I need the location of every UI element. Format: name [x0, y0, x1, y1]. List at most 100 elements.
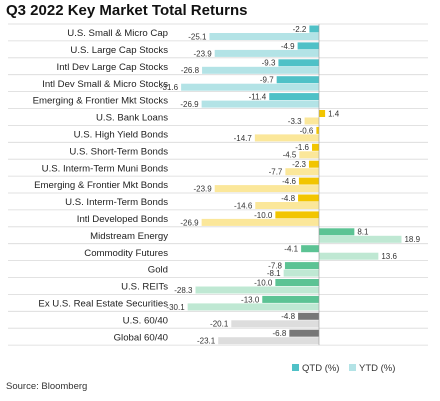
qtd-bar — [309, 25, 319, 33]
qtd-value-label: -10.0 — [254, 278, 273, 287]
ytd-bar — [254, 134, 319, 142]
qtd-value-label: -4.6 — [282, 177, 296, 186]
qtd-bar — [308, 160, 319, 168]
qtd-bar — [278, 59, 319, 67]
source-note: Source: Bloomberg — [6, 381, 88, 392]
ytd-value-label: -8.1 — [267, 269, 281, 278]
ytd-value-label: -4.5 — [283, 151, 297, 160]
qtd-bar — [289, 329, 319, 337]
ytd-value-label: -23.9 — [193, 49, 212, 58]
category-label: U.S. Large Cap Stocks — [70, 45, 168, 56]
legend-swatch-qtd — [292, 364, 299, 371]
legend-label-ytd: YTD (%) — [359, 363, 395, 374]
ytd-bar — [285, 168, 319, 176]
category-label: Emerging & Frontier Mkt Bonds — [34, 180, 168, 191]
ytd-value-label: -26.9 — [180, 218, 199, 227]
ytd-value-label: -28.3 — [174, 286, 193, 295]
qtd-bar — [316, 126, 319, 134]
qtd-value-label: -11.4 — [249, 93, 267, 102]
category-label: U.S. REITs — [121, 282, 168, 293]
qtd-bar — [298, 312, 319, 320]
qtd-bar — [275, 279, 319, 286]
qtd-bar — [276, 76, 319, 84]
ytd-bar — [181, 83, 319, 91]
ytd-bar — [255, 202, 319, 209]
qtd-bar — [301, 245, 319, 253]
category-label: U.S. Bank Loans — [96, 113, 168, 124]
ytd-bar — [218, 337, 319, 345]
category-label: Midstream Energy — [90, 231, 168, 242]
qtd-value-label: -2.2 — [293, 25, 307, 34]
ytd-bar — [214, 49, 319, 57]
ytd-value-label: 18.9 — [404, 235, 420, 244]
ytd-value-label: -7.7 — [269, 168, 283, 177]
ytd-bar — [195, 286, 319, 294]
ytd-bar — [209, 33, 319, 40]
qtd-value-label: 8.1 — [357, 228, 369, 237]
category-label: Global 60/40 — [114, 332, 168, 343]
qtd-bar — [269, 93, 319, 101]
category-label: Gold — [148, 265, 168, 276]
ytd-bar — [299, 151, 319, 159]
category-label: U.S. 60/40 — [123, 315, 168, 326]
ytd-value-label: -26.8 — [181, 66, 200, 75]
category-label: Emerging & Frontier Mkt Stocks — [33, 96, 169, 107]
qtd-bar — [284, 262, 319, 270]
qtd-value-label: -2.3 — [292, 160, 306, 169]
qtd-bar — [297, 42, 319, 50]
ytd-value-label: -26.9 — [180, 100, 199, 109]
qtd-value-label: -9.7 — [260, 76, 274, 85]
chart-title: Q3 2022 Key Market Total Returns — [6, 2, 248, 19]
category-label: U.S. Interm-Term Bonds — [65, 197, 168, 208]
category-label: Commodity Futures — [84, 248, 168, 259]
ytd-value-label: -14.6 — [234, 201, 253, 210]
category-label: Intl Developed Bonds — [77, 214, 168, 225]
ytd-bar — [214, 185, 319, 193]
ytd-bar — [304, 117, 319, 125]
qtd-value-label: -4.8 — [281, 312, 295, 321]
ytd-bar — [283, 269, 319, 277]
qtd-bar — [298, 177, 319, 185]
ytd-bar — [201, 100, 319, 108]
ytd-bar — [319, 235, 402, 243]
ytd-value-label: 13.6 — [381, 252, 397, 261]
ytd-value-label: -25.1 — [188, 32, 207, 41]
qtd-value-label: -13.0 — [241, 295, 260, 304]
category-label: U.S. Small & Micro Cap — [67, 28, 168, 39]
qtd-bar — [319, 110, 326, 117]
category-label: U.S. High Yield Bonds — [74, 129, 169, 140]
category-label: Intl Dev Large Cap Stocks — [57, 62, 169, 73]
qtd-bar — [319, 228, 355, 236]
ytd-value-label: -20.1 — [210, 320, 229, 329]
qtd-value-label: -10.0 — [254, 211, 273, 220]
qtd-value-label: -6.8 — [273, 329, 287, 338]
ytd-bar — [187, 303, 319, 311]
ytd-bar — [231, 320, 319, 328]
qtd-value-label: -1.6 — [295, 143, 309, 152]
ytd-value-label: -30.1 — [166, 303, 185, 312]
ytd-value-label: -3.3 — [288, 117, 302, 126]
qtd-bar — [275, 211, 319, 219]
category-label: Intl Dev Small & Micro Stocks — [42, 79, 168, 90]
ytd-bar — [319, 252, 379, 260]
legend-swatch-ytd — [349, 364, 356, 371]
ytd-value-label: -23.9 — [193, 185, 212, 194]
ytd-bar — [201, 218, 319, 226]
qtd-value-label: -7.8 — [268, 262, 282, 271]
qtd-bar — [298, 194, 319, 202]
qtd-bar — [262, 295, 319, 303]
category-label: Ex U.S. Real Estate Securities — [38, 298, 168, 309]
ytd-value-label: -14.7 — [234, 134, 253, 143]
legend-label-qtd: QTD (%) — [302, 363, 339, 374]
qtd-value-label: -0.6 — [300, 126, 314, 135]
ytd-bar — [202, 66, 319, 74]
ytd-value-label: -23.1 — [197, 337, 216, 346]
qtd-value-label: 1.4 — [328, 109, 340, 118]
qtd-value-label: -4.8 — [281, 194, 295, 203]
qtd-value-label: -4.9 — [281, 42, 295, 51]
category-label: U.S. Interm-Term Muni Bonds — [42, 163, 169, 174]
ytd-value-label: -31.6 — [160, 83, 179, 92]
qtd-value-label: -9.3 — [262, 59, 276, 68]
category-label: U.S. Short-Term Bonds — [69, 146, 168, 157]
